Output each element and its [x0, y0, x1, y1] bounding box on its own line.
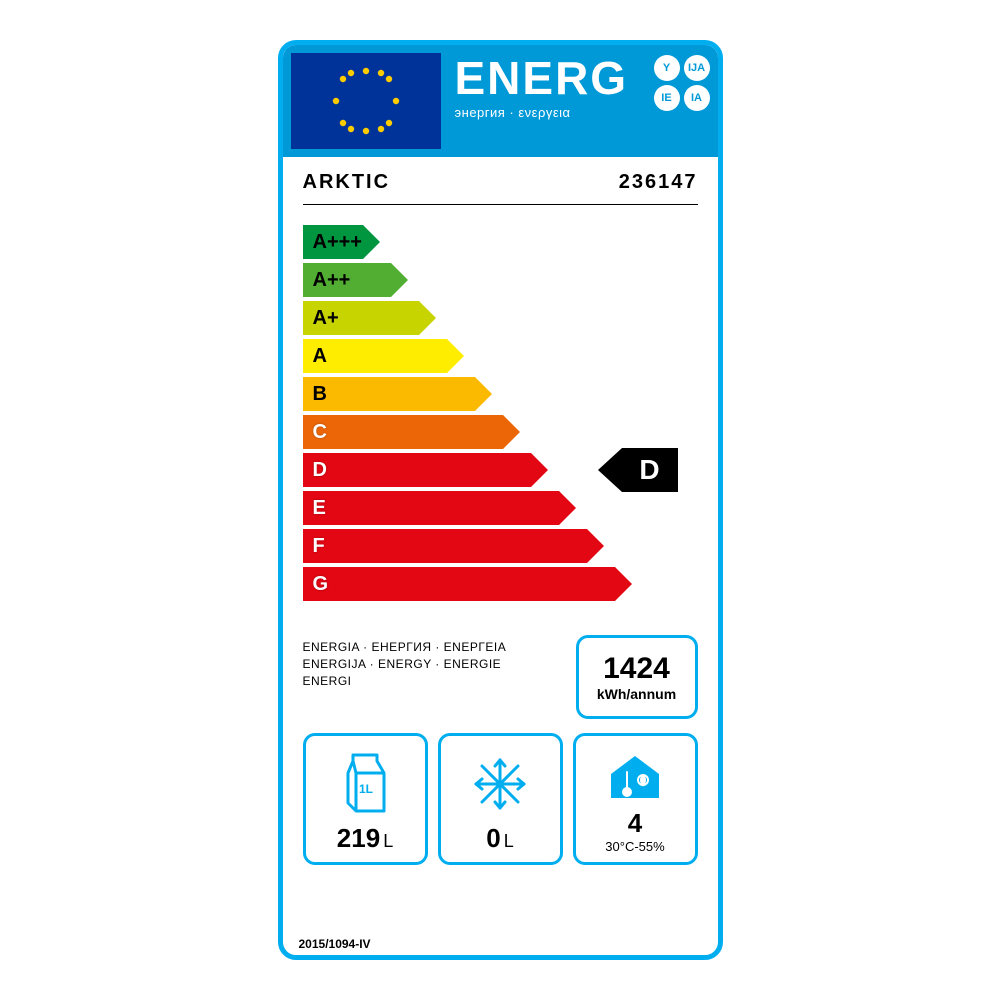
fridge-spec: 1L 219L — [303, 733, 428, 865]
badge: IE — [654, 85, 680, 111]
spec-row: 1L 219L 0L — [283, 719, 718, 865]
label-header: ENERG энергия · ενεργεια Y IJA IE IA — [283, 45, 718, 157]
badge: Y — [654, 55, 680, 81]
energy-title-block: ENERG энергия · ενεργεια Y IJA IE IA — [441, 45, 718, 157]
efficiency-arrow: B — [303, 377, 492, 411]
selected-class-indicator: D — [598, 448, 678, 492]
brand: ARKTIC — [303, 171, 391, 194]
efficiency-arrow: A++ — [303, 263, 408, 297]
kwh-box: 1424 kWh/annum — [576, 635, 698, 719]
climate-spec: 4 30°C-55% — [573, 733, 698, 865]
efficiency-arrow: E — [303, 491, 576, 525]
efficiency-arrow: A — [303, 339, 464, 373]
efficiency-arrow: G — [303, 567, 632, 601]
energy-words: ENERGIA · ЕНЕРГИЯ · ΕΝΕΡΓΕΙΑ ENERGIJA · … — [303, 635, 560, 689]
consumption-row: ENERGIA · ЕНЕРГИЯ · ΕΝΕΡΓΕΙΑ ENERGIJA · … — [283, 625, 718, 719]
badge: IJA — [684, 55, 710, 81]
regulation: 2015/1094-IV — [299, 937, 371, 951]
house-icon — [607, 744, 663, 808]
freezer-value: 0L — [486, 823, 513, 854]
kwh-unit: kWh/annum — [597, 686, 676, 702]
energy-label: ENERG энергия · ενεργεια Y IJA IE IA ARK… — [278, 40, 723, 960]
divider — [303, 204, 698, 205]
efficiency-arrow: D — [303, 453, 548, 487]
eu-flag-icon — [291, 53, 441, 149]
kwh-value: 1424 — [603, 652, 670, 686]
fridge-value: 219L — [337, 823, 393, 854]
efficiency-scale: A+++A++A+ABCDEFGD — [283, 225, 718, 615]
efficiency-arrow: F — [303, 529, 604, 563]
freezer-spec: 0L — [438, 733, 563, 865]
product-info: ARKTIC 236147 — [283, 157, 718, 213]
snowflake-icon — [472, 744, 528, 823]
efficiency-arrow: A+ — [303, 301, 436, 335]
model: 236147 — [619, 171, 698, 194]
milk-carton-icon: 1L — [344, 744, 386, 823]
climate-sub: 30°C-55% — [605, 839, 664, 854]
climate-value: 4 — [605, 808, 664, 839]
efficiency-arrow: C — [303, 415, 520, 449]
efficiency-arrow: A+++ — [303, 225, 380, 259]
badge: IA — [684, 85, 710, 111]
svg-text:1L: 1L — [359, 782, 373, 796]
language-badges: Y IJA IE IA — [654, 55, 710, 111]
